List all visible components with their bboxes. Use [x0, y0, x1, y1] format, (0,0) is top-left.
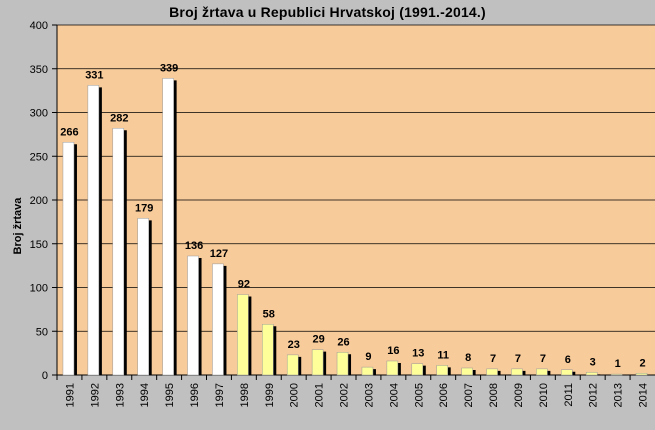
bar [436, 365, 448, 376]
data-label: 23 [288, 339, 300, 351]
x-tick-label: 2007 [463, 383, 475, 407]
bar [511, 368, 523, 376]
y-tick-label: 400 [30, 20, 48, 32]
bar [336, 352, 349, 376]
data-label: 7 [515, 353, 521, 365]
data-label: 58 [263, 308, 275, 320]
bar [561, 369, 573, 376]
data-label: 266 [60, 126, 78, 138]
data-label: 7 [540, 353, 546, 365]
bar [112, 128, 125, 376]
data-label: 127 [210, 248, 228, 260]
x-tick-label: 2006 [438, 383, 450, 407]
x-tick-label: 1995 [164, 383, 176, 407]
data-label: 9 [365, 351, 371, 363]
x-tick-label: 1994 [139, 383, 151, 407]
x-tick-label: 2009 [513, 383, 525, 407]
bar [187, 255, 199, 376]
x-tick-label: 1999 [264, 383, 276, 407]
x-tick-label: 2000 [289, 383, 301, 407]
x-tick-label: 2003 [363, 383, 375, 407]
data-label: 92 [238, 279, 250, 291]
bar [262, 324, 274, 376]
x-tick-label: 1997 [214, 383, 226, 407]
x-tick-label: 2010 [538, 383, 550, 407]
y-tick-label: 300 [30, 108, 48, 120]
bar [87, 85, 100, 376]
data-label: 282 [110, 112, 128, 124]
data-label: 7 [490, 353, 496, 365]
bar [361, 366, 374, 376]
bar [137, 218, 149, 376]
bar [311, 349, 324, 376]
data-label: 26 [337, 336, 349, 348]
bar [237, 294, 249, 376]
data-label: 6 [565, 354, 571, 366]
x-tick-label: 1993 [114, 383, 126, 407]
y-tick-label: 150 [30, 239, 48, 251]
data-label: 8 [465, 352, 471, 364]
data-label: 11 [437, 349, 449, 361]
bar [610, 373, 623, 376]
y-tick-label: 250 [30, 151, 48, 163]
chart-title: Broj žrtava u Republici Hrvatskoj (1991.… [169, 4, 486, 20]
data-label: 3 [590, 356, 596, 368]
data-label: 1 [615, 358, 621, 370]
x-tick-label: 2013 [613, 383, 625, 407]
data-label: 331 [85, 69, 103, 81]
y-tick-label: 200 [30, 195, 48, 207]
bar [585, 372, 598, 376]
bar [536, 368, 548, 376]
x-tick-label: 1992 [89, 383, 101, 407]
x-tick-label: 2014 [638, 383, 650, 407]
y-tick-label: 50 [36, 326, 48, 338]
bar [635, 373, 648, 376]
bar [386, 360, 399, 376]
y-tick-label: 350 [30, 64, 48, 76]
x-tick-label: 2008 [488, 383, 500, 407]
bar [461, 367, 473, 376]
x-tick-label: 2005 [413, 383, 425, 407]
data-label: 16 [387, 345, 399, 357]
x-tick-label: 2012 [588, 383, 600, 407]
data-label: 179 [135, 202, 153, 214]
bar [162, 78, 174, 376]
x-tick-label: 1998 [239, 383, 251, 407]
bar [286, 354, 299, 376]
y-tick-label: 100 [30, 283, 48, 295]
y-tick-label: 0 [42, 370, 48, 382]
bar [62, 142, 75, 376]
bar [212, 263, 224, 376]
x-tick-label: 2011 [563, 383, 575, 407]
x-tick-label: 2004 [388, 383, 400, 407]
x-tick-label: 1991 [64, 383, 76, 407]
x-tick-label: 1996 [189, 383, 201, 407]
data-label: 13 [412, 348, 424, 360]
data-label: 136 [185, 240, 203, 252]
x-tick-label: 2002 [339, 383, 351, 407]
bar [411, 363, 424, 376]
data-label: 339 [160, 62, 178, 74]
data-label: 2 [639, 357, 645, 369]
data-label: 29 [313, 334, 325, 346]
x-tick-label: 2001 [314, 383, 326, 407]
bar [486, 368, 498, 376]
